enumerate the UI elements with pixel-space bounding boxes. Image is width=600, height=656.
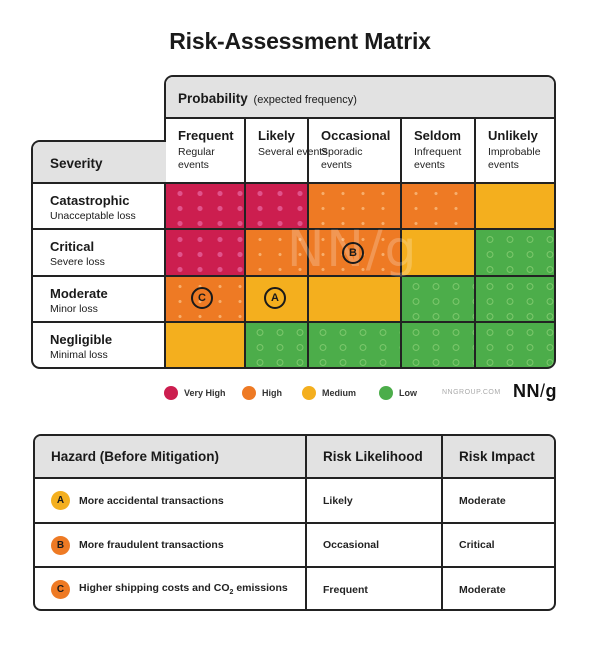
hazard-text-subscript: 2 [229, 589, 234, 597]
likelihood-cell: Likely [307, 479, 443, 522]
cell-critical-likely [246, 230, 309, 277]
cell-catastrophic-seldom [402, 184, 476, 230]
cell-catastrophic-unlikely [476, 184, 554, 230]
cell-moderate-seldom [402, 277, 476, 323]
column-label: Likely [258, 128, 295, 143]
cell-catastrophic-likely [246, 184, 309, 230]
probability-sublabel: (expected frequency) [253, 94, 357, 106]
hazard-table: Hazard (Before Mitigation) Risk Likeliho… [33, 434, 556, 611]
hazard-cell: B More fraudulent transactions [35, 524, 307, 566]
column-desc: Sporadic events [321, 146, 363, 171]
column-desc: Infrequent events [414, 146, 462, 171]
severity-row-critical: Critical Severe loss [33, 230, 166, 277]
column-desc: Regular events [178, 146, 215, 171]
severity-label: Critical [50, 239, 95, 254]
marker-c: C [191, 287, 213, 309]
severity-desc: Severe loss [50, 256, 105, 268]
probability-header: Probability (expected frequency) [166, 77, 554, 119]
severity-desc: Minor loss [50, 303, 98, 315]
hazard-text: More fraudulent transactions [79, 539, 224, 551]
impact-cell: Moderate [459, 583, 506, 596]
high-swatch-icon [242, 386, 256, 400]
cell-negligible-occasional [309, 323, 402, 367]
badge-b: B [51, 535, 70, 555]
column-label: Frequent [178, 128, 234, 143]
very-high-swatch-icon [164, 386, 178, 400]
low-swatch-icon [379, 386, 393, 400]
severity-row-catastrophic: Catastrophic Unacceptable loss [33, 184, 166, 230]
legend-label: Very High [184, 388, 226, 398]
header-hazard: Hazard (Before Mitigation) [35, 436, 307, 477]
badge-c: C [51, 580, 70, 599]
column-label: Occasional [321, 128, 391, 143]
table-row: B More fraudulent transactions Occasiona… [35, 524, 554, 568]
probability-label: Probability [178, 91, 248, 106]
severity-header: Severity [33, 142, 166, 184]
legend-item-high: High [242, 383, 282, 403]
header-impact: Risk Impact [459, 449, 535, 464]
cell-critical-unlikely [476, 230, 554, 277]
legend-item-low: Low [379, 383, 417, 403]
hazard-text: More accidental transactions [79, 494, 224, 507]
nng-logo: NN/g [513, 381, 557, 402]
column-label: Unlikely [488, 128, 538, 143]
impact-cell: Moderate [459, 494, 506, 507]
risk-matrix-grid [164, 182, 556, 369]
table-row: A More accidental transactions Likely Mo… [35, 479, 554, 524]
cell-negligible-frequent [166, 323, 246, 367]
marker-a: A [264, 287, 286, 309]
column-header-unlikely: Unlikely Improbable events [476, 119, 554, 182]
logo-nn: NN [513, 381, 540, 401]
medium-swatch-icon [302, 386, 316, 400]
hazard-text-pre: Higher shipping costs and CO [79, 582, 230, 595]
column-header-likely: Likely Several events [246, 119, 327, 182]
column-desc: Several events [258, 146, 328, 158]
column-header-occasional: Occasional Sporadic events [309, 119, 402, 182]
header-likelihood: Risk Likelihood [307, 436, 443, 477]
cell-critical-frequent [166, 230, 246, 277]
severity-desc: Minimal loss [50, 349, 108, 361]
hazard-cell: C Higher shipping costs and CO2 emission… [35, 568, 307, 609]
legend: Very High High Medium Low [164, 383, 564, 403]
column-label: Seldom [414, 128, 461, 143]
impact-cell: Critical [459, 539, 495, 551]
legend-item-very-high: Very High [164, 383, 226, 403]
legend-label: Low [399, 388, 417, 398]
severity-label: Moderate [50, 286, 108, 301]
hazard-text: Higher shipping costs and CO2 emissions [79, 582, 288, 596]
probability-header-box: Probability (expected frequency) Frequen… [164, 75, 556, 182]
logo-slash: / [540, 381, 546, 401]
severity-label: Negligible [50, 332, 113, 347]
likelihood-cell: Occasional [307, 524, 443, 566]
cell-catastrophic-occasional [309, 184, 402, 230]
cell-negligible-seldom [402, 323, 476, 367]
likelihood-cell: Frequent [307, 568, 443, 609]
severity-box: Severity Catastrophic Unacceptable loss … [31, 140, 166, 369]
cell-moderate-unlikely [476, 277, 554, 323]
cell-moderate-occasional [309, 277, 402, 323]
marker-b: B [342, 242, 364, 264]
legend-label: Medium [322, 388, 357, 398]
table-row: C Higher shipping costs and CO2 emission… [35, 568, 554, 609]
severity-desc: Unacceptable loss [50, 210, 136, 222]
badge-a: A [51, 491, 70, 510]
column-desc: Improbable events [488, 146, 541, 171]
logo-g: g [545, 381, 558, 401]
severity-row-negligible: Negligible Minimal loss [33, 323, 166, 367]
severity-label: Catastrophic [50, 193, 130, 208]
legend-label: High [262, 388, 282, 398]
cell-negligible-unlikely [476, 323, 554, 367]
cell-critical-seldom [402, 230, 476, 277]
column-header-frequent: Frequent Regular events [166, 119, 246, 182]
legend-item-medium: Medium [302, 383, 356, 403]
hazard-table-header: Hazard (Before Mitigation) Risk Likeliho… [35, 436, 554, 479]
column-header-seldom: Seldom Infrequent events [402, 119, 476, 182]
severity-row-moderate: Moderate Minor loss [33, 277, 166, 323]
nngroup-url: NNGROUP.COM [442, 389, 501, 396]
cell-negligible-likely [246, 323, 309, 367]
hazard-cell: A More accidental transactions [35, 479, 307, 522]
cell-catastrophic-frequent [166, 184, 246, 230]
page-title: Risk-Assessment Matrix [169, 28, 431, 54]
hazard-text-post: emissions [233, 582, 288, 595]
